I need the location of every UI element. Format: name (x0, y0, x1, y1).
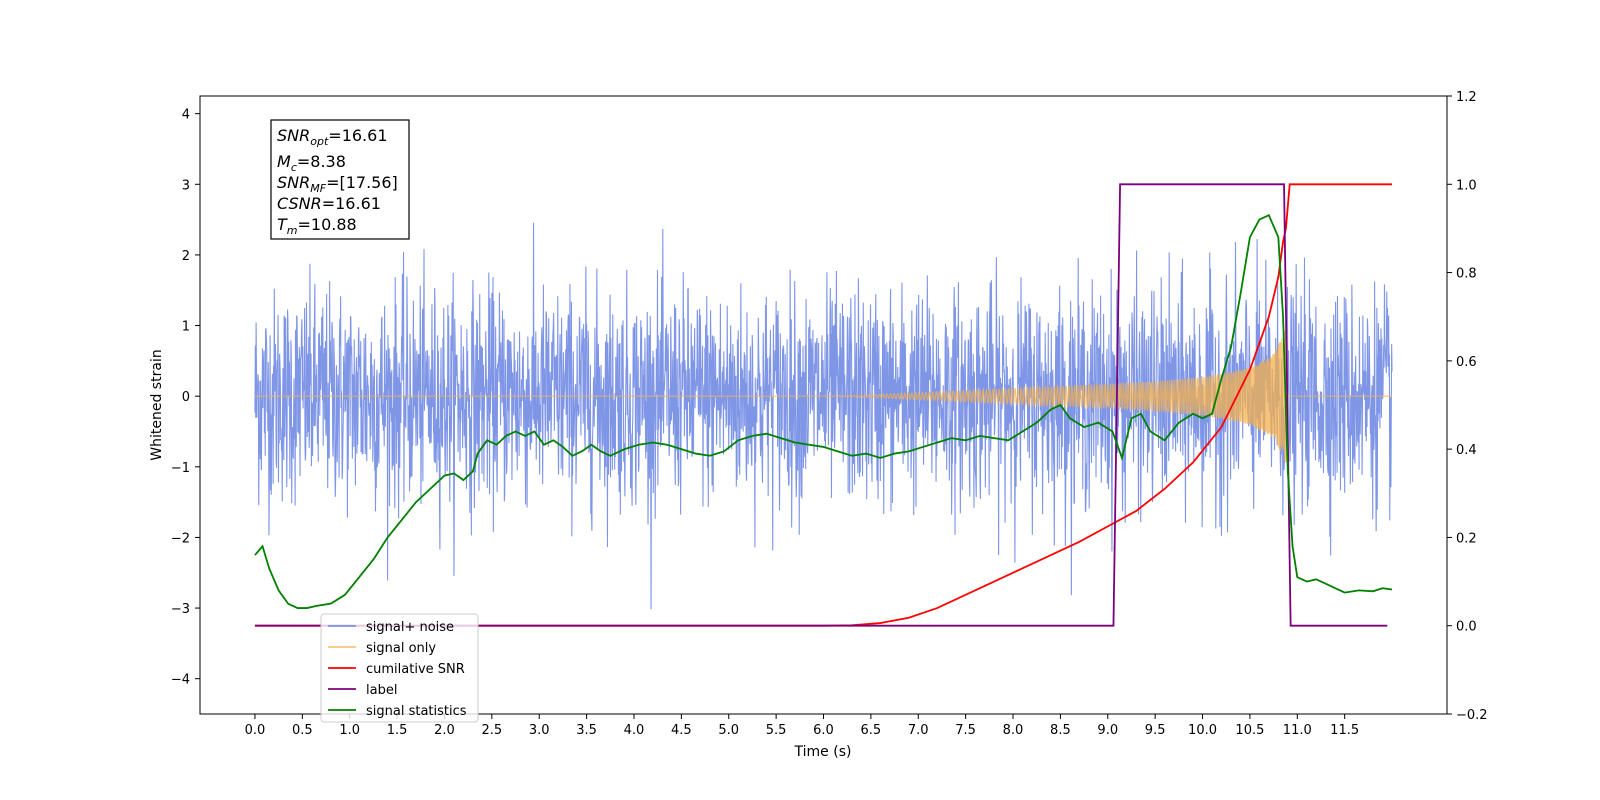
x-tick-label: 10.5 (1235, 723, 1264, 738)
y-left-tick-label: 4 (182, 108, 190, 123)
x-tick-label: 11.5 (1330, 723, 1359, 738)
legend-label: label (366, 683, 397, 698)
x-tick-label: 5.5 (766, 723, 787, 738)
x-tick-label: 8.5 (1050, 723, 1071, 738)
legend-label: cumilative SNR (366, 662, 465, 677)
x-tick-label: 4.0 (624, 723, 645, 738)
x-tick-label: 6.0 (813, 723, 834, 738)
x-tick-label: 0.5 (292, 723, 313, 738)
y-left-tick-label: 2 (182, 249, 190, 264)
x-tick-label: 6.5 (861, 723, 882, 738)
y-right-tick-label: −0.2 (1456, 708, 1488, 723)
y-left-tick-label: 3 (182, 178, 190, 193)
x-tick-label: 9.5 (1145, 723, 1166, 738)
y-right-tick-label: 0.4 (1456, 443, 1477, 458)
x-tick-label: 0.0 (245, 723, 266, 738)
y-right-tick-label: 1.2 (1456, 90, 1477, 105)
x-tick-label: 2.0 (434, 723, 455, 738)
x-tick-label: 2.5 (482, 723, 503, 738)
y-left-tick-label: −2 (171, 531, 190, 546)
legend: signal+ noise signal only cumilative SNR la… (320, 613, 479, 723)
series-signal-statistics (254, 213, 1393, 609)
info-csnr: CSNR=16.61 (277, 194, 381, 213)
info-mc: Mc=8.38 (277, 152, 346, 174)
x-tick-label: 10.0 (1188, 723, 1217, 738)
x-tick-label: 7.0 (908, 723, 929, 738)
x-axis: 0.0 0.5 1.0 1.5 2.0 2.5 3.0 3.5 4.0 4.5 5.0 5.5 6.0 6… (245, 714, 1359, 738)
x-tick-label: 3.0 (529, 723, 550, 738)
x-tick-label: 4.5 (671, 723, 692, 738)
legend-label: signal+ noise (366, 620, 454, 635)
y-left-tick-label: 1 (182, 320, 190, 335)
y-left-tick-label: 0 (182, 390, 190, 405)
x-tick-label: 1.5 (387, 723, 408, 738)
legend-label: signal statistics (366, 704, 467, 719)
x-tick-label: 3.5 (576, 723, 597, 738)
y-right-tick-label: 0.2 (1456, 531, 1477, 546)
info-snr-opt: SNRopt=16.61 (277, 126, 388, 148)
y-axis-left: 4 3 2 1 0 −1 −2 −3 −4 (171, 108, 200, 688)
y-right-tick-label: 0.0 (1456, 620, 1477, 635)
series-label (254, 183, 1388, 627)
y-left-tick-label: −3 (171, 602, 190, 617)
x-tick-label: 7.5 (955, 723, 976, 738)
y-right-tick-label: 1.0 (1456, 178, 1477, 193)
series-signal-only (254, 330, 1393, 463)
x-axis-label: Time (s) (794, 744, 852, 760)
y-axis-label: Whitened strain (149, 349, 165, 460)
info-snr-mf: SNRMF=[17.56] (277, 173, 398, 195)
x-tick-label: 5.0 (718, 723, 739, 738)
y-left-tick-label: −1 (171, 461, 190, 476)
y-right-tick-label: 0.6 (1456, 355, 1477, 370)
y-right-tick-label: 0.8 (1456, 267, 1477, 282)
info-box: SNRopt=16.61 Mc=8.38 SNRMF=[17.56] CSNR=… (270, 119, 410, 240)
info-tm: Tm=10.88 (277, 215, 357, 237)
y-axis-right: 1.2 1.0 0.8 0.6 0.4 0.2 0.0 −0.2 (1447, 90, 1488, 723)
x-tick-label: 9.0 (1097, 723, 1118, 738)
legend-label: signal only (366, 641, 436, 656)
x-tick-label: 8.0 (1003, 723, 1024, 738)
y-left-tick-label: −4 (171, 673, 190, 688)
legend-frame (320, 613, 479, 723)
series-cumulative-snr (254, 183, 1393, 627)
x-tick-label: 11.0 (1283, 723, 1312, 738)
x-tick-label: 1.0 (339, 723, 360, 738)
